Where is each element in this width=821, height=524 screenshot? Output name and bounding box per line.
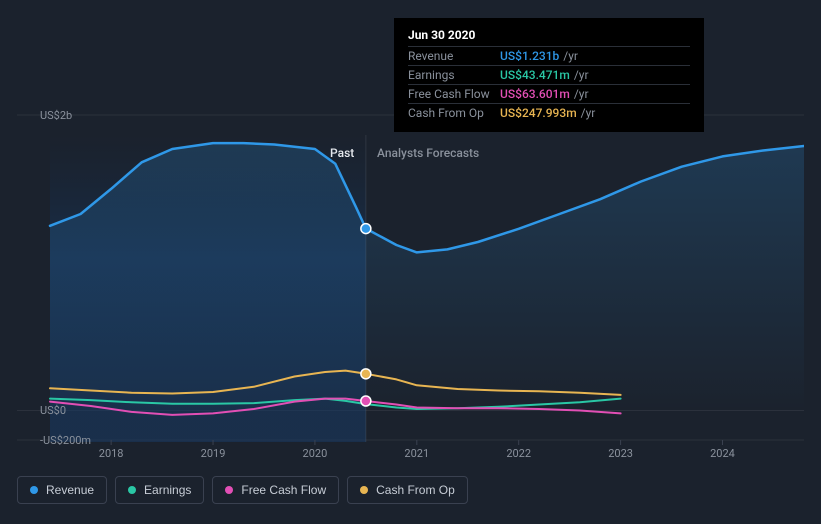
legend-dot-icon [128,486,136,494]
x-axis-label: 2024 [710,447,735,460]
chart-tooltip: Jun 30 2020 RevenueUS$1.231b/yrEarningsU… [394,18,704,132]
legend-dot-icon [225,486,233,494]
tooltip-row-suffix: /yr [574,87,589,101]
x-axis-label: 2023 [608,447,633,460]
tooltip-row-suffix: /yr [581,106,596,120]
tooltip-row-label: Revenue [408,49,500,63]
legend-item-label: Revenue [46,483,94,497]
tooltip-row-value: US$43.471m [500,68,570,82]
y-axis-label: -US$200m [40,434,91,447]
tooltip-row-suffix: /yr [574,68,589,82]
section-label-forecast: Analysts Forecasts [377,146,479,160]
tooltip-row: EarningsUS$43.471m/yr [408,65,690,84]
x-axis-label: 2022 [506,447,531,460]
legend-item-free_cash_flow[interactable]: Free Cash Flow [212,476,339,504]
marker-dot-free_cash_flow [361,396,371,406]
legend-item-label: Earnings [144,483,191,497]
tooltip-row-value: US$1.231b [500,49,559,63]
legend-item-revenue[interactable]: Revenue [17,476,107,504]
tooltip-row-label: Cash From Op [408,106,500,120]
tooltip-row: Cash From OpUS$247.993m/yr [408,103,690,122]
tooltip-row-value: US$247.993m [500,106,577,120]
legend-item-earnings[interactable]: Earnings [115,476,204,504]
legend-dot-icon [360,486,368,494]
legend-item-label: Free Cash Flow [241,483,326,497]
legend-item-cash_from_op[interactable]: Cash From Op [347,476,468,504]
x-axis-label: 2019 [201,447,226,460]
revenue-area [50,143,804,410]
tooltip-row-label: Earnings [408,68,500,82]
tooltip-row: Free Cash FlowUS$63.601m/yr [408,84,690,103]
marker-dot-cash_from_op [361,369,371,379]
tooltip-row: RevenueUS$1.231b/yr [408,46,690,65]
legend-dot-icon [30,486,38,494]
marker-dot-revenue [361,224,371,234]
y-axis-label: US$0 [40,404,66,417]
tooltip-row-value: US$63.601m [500,87,570,101]
tooltip-row-suffix: /yr [563,49,578,63]
tooltip-date: Jun 30 2020 [408,28,690,42]
section-label-past: Past [330,146,354,160]
financials-chart: Jun 30 2020 RevenueUS$1.231b/yrEarningsU… [17,0,804,464]
y-axis-label: US$2b [40,109,72,122]
tooltip-row-label: Free Cash Flow [408,87,500,101]
x-axis-label: 2021 [404,447,429,460]
x-axis-label: 2020 [303,447,328,460]
x-axis-label: 2018 [99,447,124,460]
chart-legend: Revenue Earnings Free Cash Flow Cash From O… [17,476,468,504]
legend-item-label: Cash From Op [376,483,455,497]
